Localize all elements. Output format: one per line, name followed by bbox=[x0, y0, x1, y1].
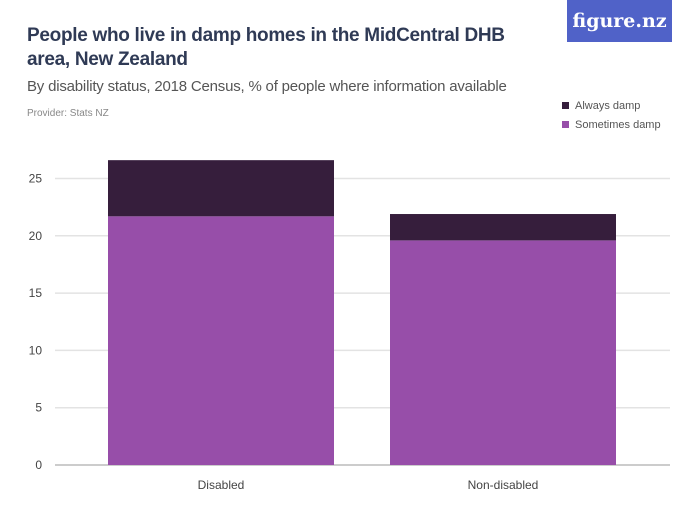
provider-label: Provider: Stats NZ bbox=[27, 108, 109, 119]
y-tick-label: 0 bbox=[35, 458, 42, 472]
logo-text: figure.nz bbox=[572, 10, 667, 32]
x-tick-label: Disabled bbox=[198, 478, 245, 492]
x-tick-label: Non-disabled bbox=[468, 478, 539, 492]
bar-always-non-disabled bbox=[390, 214, 616, 241]
chart-subtitle: By disability status, 2018 Census, % of … bbox=[27, 78, 507, 95]
legend-swatch-sometimes bbox=[562, 121, 569, 128]
legend-label-always: Always damp bbox=[575, 99, 641, 112]
legend-label-sometimes: Sometimes damp bbox=[575, 118, 661, 131]
legend-item-always: Always damp bbox=[562, 96, 661, 115]
legend: Always damp Sometimes damp bbox=[562, 96, 661, 134]
chart-title: People who live in damp homes in the Mid… bbox=[27, 25, 505, 70]
figure-nz-logo[interactable]: figure.nz bbox=[567, 0, 672, 42]
bar-sometimes-disabled bbox=[108, 216, 334, 465]
legend-item-sometimes: Sometimes damp bbox=[562, 115, 661, 134]
y-tick-label: 10 bbox=[29, 343, 43, 357]
y-tick-label: 5 bbox=[35, 401, 42, 415]
y-tick-label: 15 bbox=[29, 286, 43, 300]
y-tick-label: 25 bbox=[29, 172, 43, 186]
y-tick-label: 20 bbox=[29, 229, 43, 243]
bar-sometimes-non-disabled bbox=[390, 240, 616, 465]
legend-swatch-always bbox=[562, 102, 569, 109]
bar-always-disabled bbox=[108, 160, 334, 217]
